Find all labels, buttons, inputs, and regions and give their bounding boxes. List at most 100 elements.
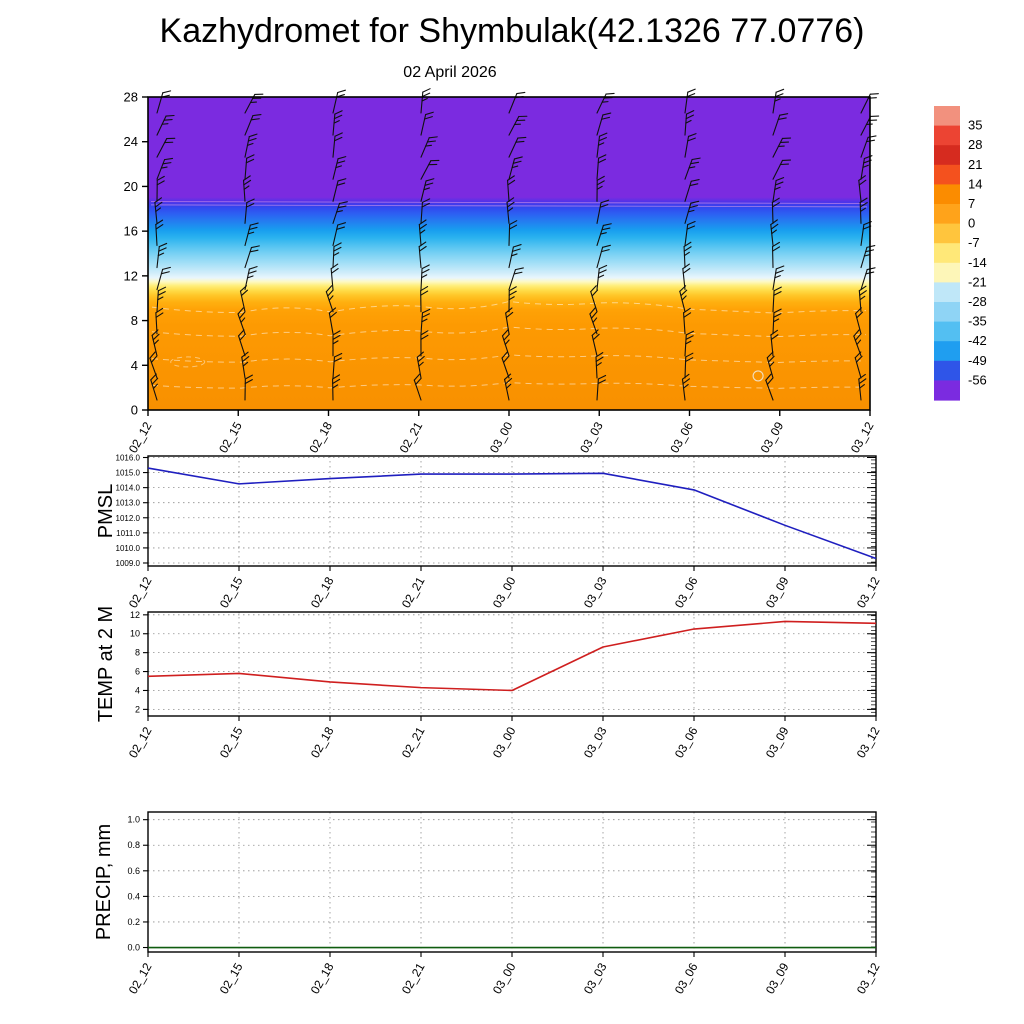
wind-barb: [507, 175, 516, 202]
time-tick-label: 02_15: [217, 960, 246, 996]
wind-barb: [772, 137, 792, 158]
wind-barb: [508, 267, 524, 291]
wind-barb: [684, 221, 696, 247]
wind-barb: [771, 241, 781, 269]
wind-barb: [244, 198, 255, 224]
wind-barb: [684, 88, 696, 114]
wind-barb: [332, 374, 341, 401]
y-tick-label: 0.8: [127, 840, 140, 850]
y-tick-label: 0.4: [127, 891, 140, 901]
wind-barb: [508, 136, 527, 158]
wind-barb: [418, 219, 427, 247]
wind-barb: [413, 373, 422, 401]
colorbar-tick-label: -7: [968, 235, 980, 250]
colorbar-tick-label: 7: [968, 196, 975, 211]
wind-barb: [156, 137, 176, 158]
wind-barb: [596, 132, 608, 158]
wind-barb: [596, 154, 607, 180]
wind-barb: [332, 222, 347, 247]
wind-barb: [332, 242, 342, 269]
colorbar-tick-label: 14: [968, 176, 982, 191]
time-tick-label: 02_15: [217, 574, 246, 610]
wind-barb: [858, 373, 867, 401]
precip-panel: 0.0 0.2 0.4 0.6 0.8 1.0 02_12 02_15 02_18 02_21 03…: [93, 811, 883, 996]
wind-barb: [244, 114, 262, 136]
colorbar-segment: [934, 145, 960, 166]
page-title: Kazhydromet for Shymbulak(42.1326 77.077…: [159, 12, 865, 50]
wind-barb: [596, 264, 608, 291]
colorbar-tick-label: -14: [968, 255, 987, 270]
wind-barb: [684, 352, 694, 379]
wind-barb: [684, 133, 697, 158]
time-tick-label: 03_00: [490, 574, 519, 610]
wind-barb: [156, 286, 167, 313]
colorbar-segment: [934, 223, 960, 244]
wind-barb: [684, 330, 695, 357]
wind-barb: [420, 308, 431, 335]
colorbar-tick-label: -49: [968, 353, 987, 368]
y-tick-label: 0.2: [127, 917, 140, 927]
wind-barb: [681, 373, 691, 401]
wind-barb: [420, 136, 438, 158]
wind-barb: [244, 374, 253, 401]
wind-barb: [508, 156, 523, 180]
y-tick-label: 20: [124, 179, 138, 194]
time-tick-label: 02_18: [308, 724, 337, 760]
time-tick-label: 02_18: [308, 574, 337, 610]
y-tick-label: 6: [135, 667, 140, 677]
colorbar-segment: [934, 164, 960, 185]
time-tick-label: 03_09: [758, 419, 787, 455]
wind-barb: [771, 197, 780, 224]
wind-barb: [854, 351, 863, 379]
pmsl-panel-axis-title: PMSL: [95, 484, 117, 538]
main-temperature-panel: 0 4 8 12 16 20 24 28 02_12 02_15 02_18 02_21 03_00 03…: [124, 88, 880, 455]
wind-barb: [418, 241, 427, 269]
colorbar-segment: [934, 341, 960, 362]
time-tick-label: 02_12: [126, 419, 155, 455]
time-tick-label: 02_21: [399, 574, 428, 610]
wind-barb: [766, 351, 775, 379]
time-tick-label: 03_00: [487, 419, 516, 455]
closed-contour-marker: [752, 370, 764, 382]
wind-barb: [330, 263, 339, 291]
wind-barb: [508, 115, 528, 136]
wind-barb: [238, 329, 246, 357]
y-tick-label: 0.6: [127, 866, 140, 876]
wind-barb: [156, 175, 165, 202]
y-tick-label: 1012.0: [116, 514, 141, 523]
time-tick-label: 02_12: [126, 960, 155, 996]
wind-barb: [420, 264, 430, 291]
wind-barb: [420, 178, 435, 202]
time-tick-label: 03_09: [763, 724, 792, 760]
wind-barb: [416, 351, 425, 379]
wind-barb: [151, 329, 160, 357]
time-tick-label: 03_03: [581, 724, 610, 760]
wind-barb: [684, 157, 701, 180]
colorbar-tick-label: 0: [968, 216, 975, 231]
wind-barb: [859, 197, 868, 224]
colorbar-tick-label: 28: [968, 137, 982, 152]
y-tick-label: 4: [135, 685, 140, 695]
colorbar-tick-label: -35: [968, 314, 987, 329]
y-tick-label: 1009.0: [116, 559, 141, 568]
wind-barb: [770, 219, 779, 247]
y-tick-label: 1015.0: [116, 469, 141, 478]
colorbar-segment: [934, 243, 960, 264]
time-tick-label: 02_18: [308, 960, 337, 996]
pmsl-panel-series-line: [147, 467, 877, 560]
wind-barb: [772, 265, 785, 291]
y-tick-label: 1014.0: [116, 484, 141, 493]
colorbar-tick-label: 21: [968, 157, 982, 172]
wind-barb: [679, 285, 688, 313]
wind-barb: [596, 223, 612, 247]
time-tick-label: 03_12: [848, 419, 877, 455]
wind-barb: [244, 154, 255, 180]
time-tick-label: 03_00: [490, 960, 519, 996]
wind-barb: [156, 114, 175, 136]
time-tick-label: 03_06: [672, 574, 701, 610]
wind-barb: [241, 351, 250, 379]
wind-barb: [596, 112, 612, 136]
time-tick-label: 03_06: [672, 960, 701, 996]
wind-barb: [508, 244, 522, 269]
time-tick-label: 03_00: [490, 724, 519, 760]
